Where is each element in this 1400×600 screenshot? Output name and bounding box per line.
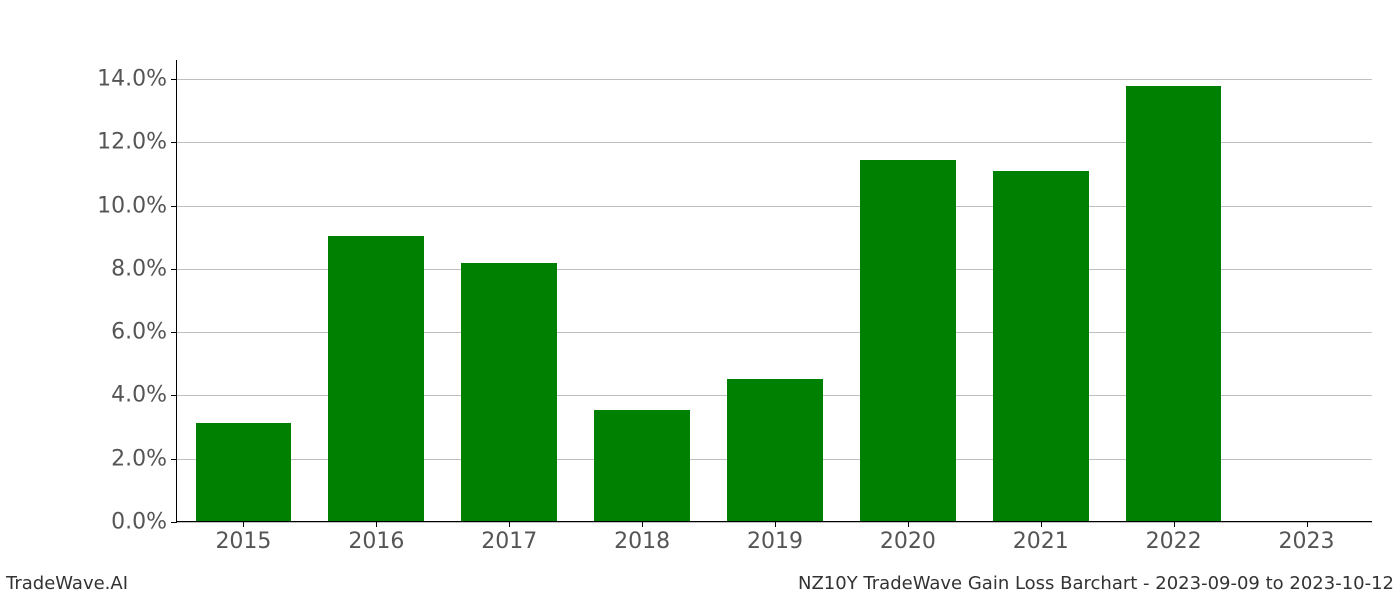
xtick-label: 2020 [880,521,936,554]
ytick-label: 2.0% [111,446,177,471]
bar [860,160,956,521]
ytick-label: 4.0% [111,383,177,408]
footer-brand: TradeWave.AI [6,573,128,594]
xtick-label: 2021 [1013,521,1069,554]
plot-area: 0.0%2.0%4.0%6.0%8.0%10.0%12.0%14.0%20152… [176,60,1372,522]
bar [1126,86,1222,521]
ytick-label: 10.0% [97,193,177,218]
xtick-label: 2019 [747,521,803,554]
ytick-label: 12.0% [97,130,177,155]
bar [594,410,690,521]
bar [328,236,424,521]
bar [993,171,1089,521]
xtick-label: 2016 [348,521,404,554]
bar [461,263,557,521]
gridline [177,79,1372,80]
xtick-label: 2022 [1146,521,1202,554]
xtick-label: 2018 [614,521,670,554]
xtick-label: 2017 [481,521,537,554]
ytick-label: 14.0% [97,66,177,91]
ytick-label: 0.0% [111,510,177,535]
footer-caption: NZ10Y TradeWave Gain Loss Barchart - 202… [798,573,1394,594]
ytick-label: 8.0% [111,256,177,281]
bar [196,423,292,521]
xtick-label: 2015 [215,521,271,554]
bar [727,379,823,521]
ytick-label: 6.0% [111,320,177,345]
xtick-label: 2023 [1279,521,1335,554]
barchart-container: 0.0% 2.0% 4.0% 6.0% 8.0% 10.0% 12.0% 14.0% 2015 2… [0,0,1400,600]
